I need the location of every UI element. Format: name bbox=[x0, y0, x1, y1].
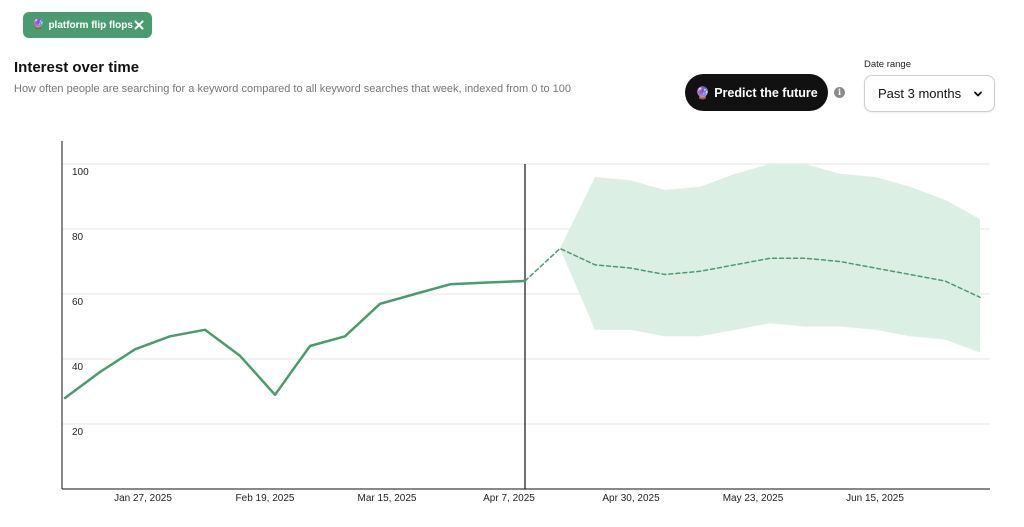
historical-line bbox=[63, 279, 527, 400]
x-tick-label: Apr 30, 2025 bbox=[602, 493, 660, 504]
predict-the-future-button[interactable]: 🔮 Predict the future bbox=[685, 74, 828, 111]
x-tick-label: Mar 15, 2025 bbox=[358, 493, 417, 504]
info-icon[interactable]: i bbox=[834, 87, 845, 98]
x-tick-label: Jan 27, 2025 bbox=[114, 493, 172, 504]
x-tick-label: Apr 7, 2025 bbox=[483, 493, 535, 504]
y-tick-label: 40 bbox=[72, 362, 84, 373]
y-tick-label: 100 bbox=[72, 167, 89, 178]
keyword-filter-chip[interactable]: 🔮 platform flip flops bbox=[23, 12, 152, 38]
chevron-down-icon bbox=[974, 91, 982, 96]
predict-button-label: Predict the future bbox=[714, 85, 818, 100]
crystal-ball-icon: 🔮 bbox=[32, 19, 45, 30]
chart-title: Interest over time bbox=[14, 59, 140, 76]
keyword-chip-label: platform flip flops bbox=[48, 19, 133, 31]
chart-subtitle: How often people are searching for a key… bbox=[14, 83, 572, 95]
y-tick-label: 20 bbox=[72, 427, 84, 438]
date-range-label: Date range bbox=[864, 59, 912, 70]
x-tick-label: May 23, 2025 bbox=[723, 493, 784, 504]
date-range-select[interactable]: Past 3 months bbox=[864, 75, 995, 112]
y-tick-label: 80 bbox=[72, 232, 84, 243]
crystal-ball-icon: 🔮 bbox=[695, 85, 711, 100]
x-tick-label: Feb 19, 2025 bbox=[236, 493, 295, 504]
y-tick-label: 60 bbox=[72, 297, 84, 308]
forecast-line bbox=[524, 247, 981, 299]
date-range-value: Past 3 months bbox=[878, 86, 962, 101]
x-tick-label: Jun 15, 2025 bbox=[846, 493, 904, 504]
